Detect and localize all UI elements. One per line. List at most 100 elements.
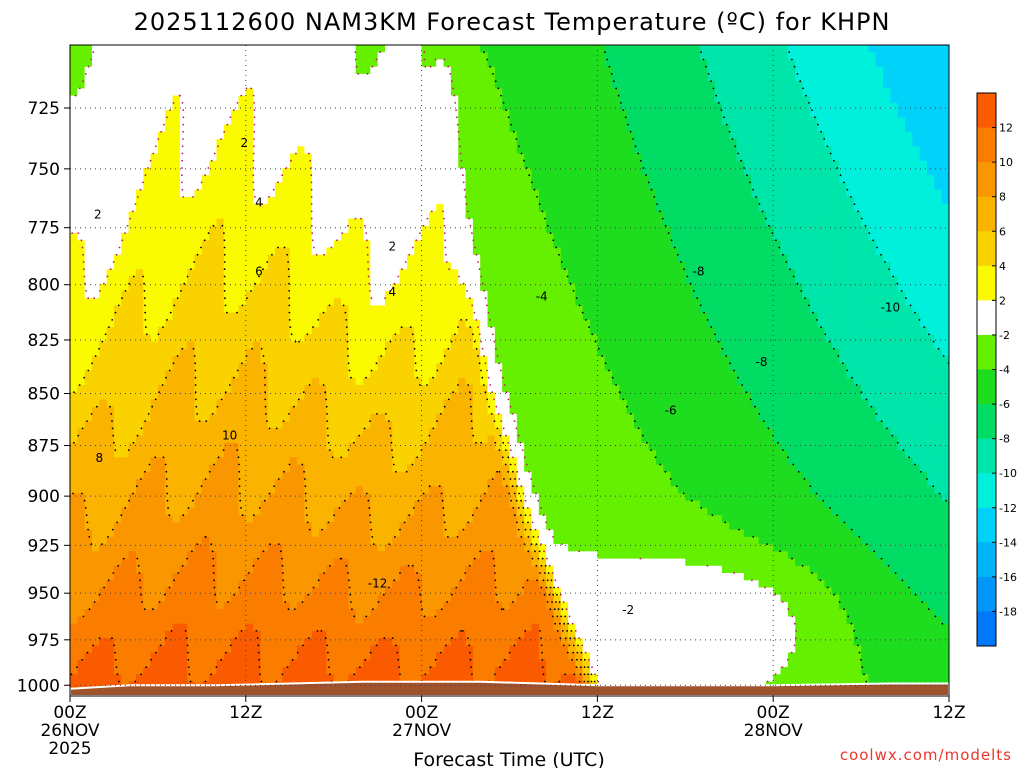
field-cell [297, 507, 305, 516]
field-cell [355, 225, 364, 234]
field-cell [392, 45, 401, 53]
field-cell [267, 45, 276, 53]
field-cell [245, 457, 254, 466]
field-cell [135, 348, 144, 357]
field-cell [121, 269, 130, 278]
field-cell [209, 204, 218, 212]
field-cell [450, 515, 459, 523]
field-cell [363, 160, 371, 169]
field-cell [201, 377, 210, 386]
field-cell [223, 377, 232, 386]
field-cell [91, 587, 100, 596]
field-cell [428, 450, 437, 458]
field-cell [91, 218, 100, 227]
field-cell [406, 117, 415, 126]
field-cell [172, 211, 181, 220]
field-cell [421, 341, 430, 350]
field-cell [355, 471, 364, 480]
field-cell [143, 399, 152, 408]
field-cell [319, 45, 327, 53]
field-cell [223, 580, 232, 589]
field-cell [253, 240, 262, 249]
field-cell [450, 211, 459, 220]
field-cell [77, 681, 86, 690]
field-cell [355, 667, 364, 675]
field-cell [150, 66, 159, 75]
field-cell [384, 305, 393, 314]
field-cell [275, 225, 284, 234]
field-cell [245, 218, 254, 227]
field-cell [223, 558, 232, 567]
field-cell [143, 442, 152, 451]
field-cell [421, 573, 430, 581]
field-cell [348, 413, 357, 422]
field-cell [231, 435, 240, 444]
field-cell [245, 240, 254, 249]
field-cell [319, 182, 327, 191]
field-cell [99, 536, 108, 545]
field-cell [231, 674, 240, 683]
field-cell [143, 450, 152, 458]
field-cell [428, 558, 437, 567]
field-cell [472, 73, 481, 82]
field-cell [128, 262, 137, 270]
field-cell [392, 616, 401, 625]
field-cell [143, 587, 152, 596]
field-cell [297, 240, 305, 249]
field-cell [209, 507, 218, 516]
field-cell [443, 247, 452, 256]
field-cell [443, 413, 452, 422]
field-cell [465, 290, 474, 299]
field-cell [99, 377, 108, 386]
field-cell [135, 471, 144, 480]
field-cell [311, 182, 320, 191]
field-cell [172, 479, 181, 487]
field-cell [135, 667, 144, 675]
field-cell [253, 189, 262, 198]
field-cell [238, 428, 247, 437]
field-cell [143, 370, 152, 379]
field-cell [223, 674, 232, 683]
field-cell [84, 558, 93, 567]
field-cell [216, 341, 225, 350]
field-cell [282, 139, 291, 147]
field-cell [157, 674, 166, 683]
field-cell [157, 544, 166, 552]
field-cell [304, 334, 313, 343]
field-cell [384, 573, 393, 581]
field-cell [363, 110, 371, 118]
field-cell [135, 276, 144, 285]
field-cell [421, 384, 430, 393]
field-cell [282, 450, 291, 458]
field-cell [245, 81, 254, 89]
field-cell [245, 544, 254, 552]
field-cell [77, 225, 86, 234]
field-cell [106, 522, 115, 531]
field-cell [333, 399, 342, 408]
field-cell [113, 124, 122, 133]
field-cell [70, 66, 78, 75]
field-cell [245, 102, 254, 111]
field-cell [99, 52, 108, 61]
field-cell [231, 536, 240, 545]
field-cell [201, 551, 210, 560]
field-cell [150, 305, 159, 314]
field-cell [304, 450, 313, 458]
field-cell [172, 52, 181, 61]
field-cell [377, 507, 386, 516]
field-cell [253, 356, 262, 364]
field-cell [436, 225, 445, 234]
field-cell [297, 558, 305, 567]
field-cell [106, 659, 115, 668]
field-cell [253, 319, 262, 328]
field-cell [106, 117, 115, 126]
field-cell [304, 283, 313, 292]
field-cell [465, 428, 474, 437]
field-cell [465, 283, 474, 292]
field-cell [260, 507, 269, 516]
field-cell [392, 638, 401, 646]
field-cell [392, 522, 401, 531]
field-cell [165, 450, 174, 458]
field-cell [465, 117, 474, 126]
field-cell [179, 674, 188, 683]
